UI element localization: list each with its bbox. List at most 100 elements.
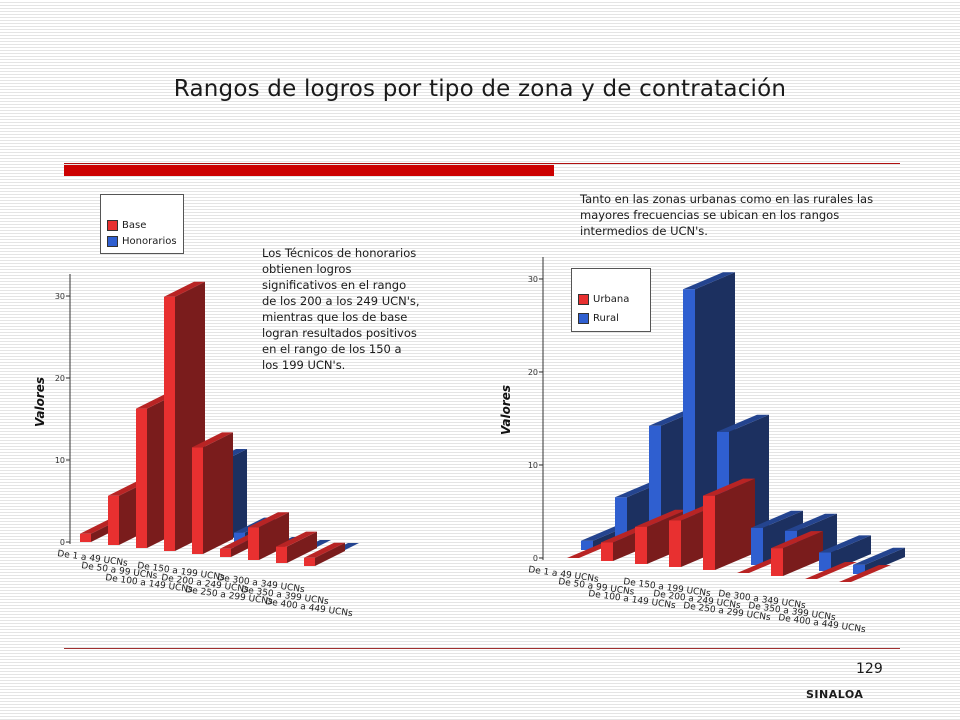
right-bar xyxy=(853,547,905,574)
left-bar-top xyxy=(290,540,331,555)
left-bar-top xyxy=(304,542,345,558)
slide-title: Rangos de logros por tipo de zona y de c… xyxy=(173,76,787,102)
legend-swatch-base xyxy=(107,219,118,231)
right-bar-top xyxy=(669,503,721,521)
right-bar-front xyxy=(601,542,613,561)
right-bar-front xyxy=(669,520,681,567)
right-bar-front xyxy=(703,495,715,570)
right-bar-top xyxy=(717,414,769,432)
left-bar xyxy=(276,531,317,563)
left-bar-side xyxy=(105,519,135,534)
legend-swatch-urbana xyxy=(578,293,589,305)
right-bar xyxy=(683,272,735,559)
right-bar-top xyxy=(567,541,619,558)
left-bar-side xyxy=(217,449,247,546)
right-bar-front xyxy=(635,526,647,564)
right-bar-side xyxy=(661,408,701,556)
right-bar xyxy=(601,525,653,561)
right-category-label: De 200 a 249 UCNs xyxy=(653,589,742,611)
right-bar xyxy=(567,541,619,558)
left-bar-side xyxy=(91,518,121,542)
left-bar-top xyxy=(178,495,219,511)
right-bar xyxy=(819,535,871,571)
left-bar-front xyxy=(304,557,315,566)
right-bar-side xyxy=(831,535,871,571)
right-bar-top xyxy=(839,565,891,582)
left-bar-side xyxy=(329,543,359,558)
left-bar-top xyxy=(276,531,317,547)
left-bar-side xyxy=(119,480,149,545)
left-bar-top xyxy=(206,449,247,464)
right-bar-top xyxy=(785,513,837,531)
left-bar-top xyxy=(220,533,261,549)
right-bar-side xyxy=(817,562,857,579)
right-bar-front xyxy=(615,497,627,553)
left-bar-front xyxy=(164,296,175,551)
right-bar-side xyxy=(729,414,769,562)
right-bar-side xyxy=(579,541,619,558)
left-bar xyxy=(206,449,247,546)
legend-item-urbana: Urbana xyxy=(578,293,629,307)
legend-item-honorarios: Honorarios xyxy=(107,235,177,249)
legend-swatch-honorarios xyxy=(107,235,118,247)
left-bar-front xyxy=(178,510,189,543)
left-bar-top xyxy=(108,480,149,496)
legend-label-honorarios: Honorarios xyxy=(122,236,177,247)
left-bar xyxy=(108,480,149,545)
left-bar-top xyxy=(318,543,359,558)
right-bar xyxy=(703,478,755,570)
right-bar-top xyxy=(635,509,687,527)
left-bar-side xyxy=(203,432,233,554)
left-bar-front xyxy=(220,548,231,557)
right-bar-side xyxy=(715,478,755,570)
right-category-label: De 50 a 99 UCNs xyxy=(558,577,636,598)
right-bar xyxy=(839,565,891,582)
left-bar-side xyxy=(245,517,275,549)
right-bar-front xyxy=(751,527,763,565)
right-bar xyxy=(581,523,633,550)
right-bar xyxy=(805,562,857,579)
right-bar-front xyxy=(819,552,831,571)
right-bar-top xyxy=(805,562,857,579)
right-ytick-label: 10 xyxy=(528,461,538,470)
right-bar-side xyxy=(627,480,667,553)
left-ytick-label: 0 xyxy=(60,538,65,547)
right-bar-side xyxy=(783,531,823,576)
right-bar-side xyxy=(763,510,803,565)
legend-right: Urbana Rural xyxy=(571,268,651,332)
left-category-label: De 400 a 449 UCNs xyxy=(265,597,354,619)
right-bar-side xyxy=(749,556,789,573)
page-number: 129 xyxy=(856,661,883,677)
right-bar-top xyxy=(737,556,789,573)
left-bar xyxy=(136,393,177,548)
legend-label-rural: Rural xyxy=(593,313,619,324)
right-bar-top xyxy=(751,510,803,528)
left-bar-side xyxy=(175,281,205,551)
left-category-label: De 150 a 199 UCNs xyxy=(137,561,226,583)
footer-state-label: SINALOA xyxy=(806,688,864,701)
left-bar-front xyxy=(234,532,245,549)
legend-item-base: Base xyxy=(107,219,146,233)
right-category-label: De 350 a 399 UCNs xyxy=(748,601,837,623)
right-category-label: De 150 a 199 UCNs xyxy=(623,577,712,599)
footer-rule xyxy=(64,648,900,649)
right-ytick-label: 20 xyxy=(528,368,538,377)
right-bar-side xyxy=(681,503,721,567)
left-bar xyxy=(94,519,135,534)
left-bar-front xyxy=(122,520,133,537)
left-bar-side xyxy=(287,531,317,563)
left-ytick-label: 10 xyxy=(55,456,65,465)
left-bar-side xyxy=(161,516,191,540)
left-bar-front xyxy=(150,531,161,540)
right-bar-top xyxy=(601,525,653,543)
right-bar-front xyxy=(581,540,593,550)
right-category-label: De 1 a 49 UCNs xyxy=(528,565,600,585)
right-category-label: De 250 a 299 UCNs xyxy=(683,601,772,623)
left-bar xyxy=(318,543,359,558)
annotation-zona: Tanto en las zonas urbanas como en las r… xyxy=(580,192,874,238)
left-bar-front xyxy=(136,408,147,548)
right-category-label: De 300 a 349 UCNs xyxy=(718,589,807,611)
left-bar xyxy=(234,517,275,549)
